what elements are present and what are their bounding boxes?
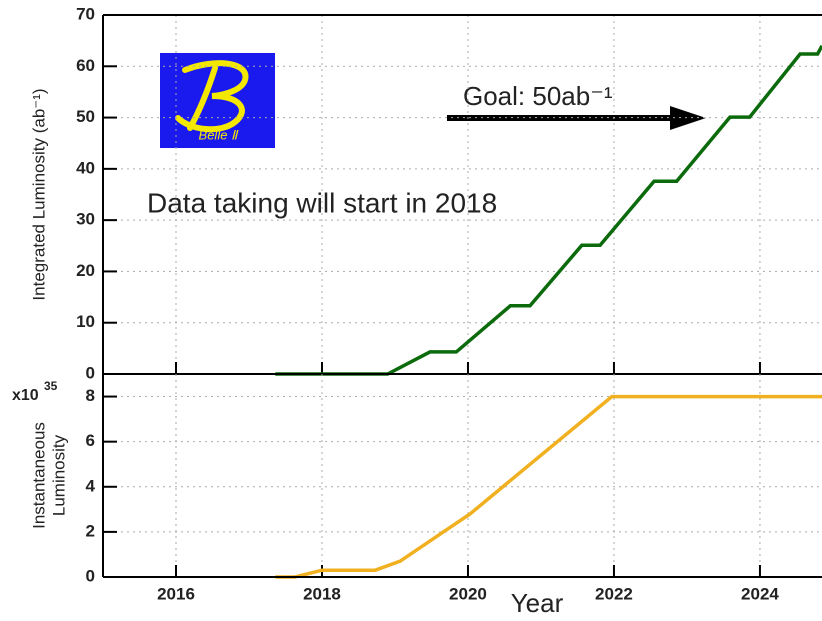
goal-annotation: Goal: 50ab⁻¹ xyxy=(463,81,613,111)
y-axis-label: Luminosity xyxy=(49,434,68,516)
y-tick-label: 0 xyxy=(86,566,95,585)
x-tick-label: 2022 xyxy=(595,584,633,603)
data-line xyxy=(275,394,822,579)
y-tick-label: 10 xyxy=(76,312,95,331)
data-line xyxy=(275,44,822,376)
x-axis-label: Year xyxy=(511,588,564,618)
y-tick-label: 50 xyxy=(76,107,95,126)
y-tick-label: 40 xyxy=(76,158,95,177)
y-tick-label: 60 xyxy=(76,56,95,75)
logo-text: Belle Ⅱ xyxy=(199,127,240,142)
y-tick-label: 4 xyxy=(86,476,96,495)
y-tick-label: 6 xyxy=(86,431,95,450)
y-multiplier: x10 xyxy=(12,387,39,404)
y-tick-label: 0 xyxy=(86,363,95,382)
x-tick-label: 2024 xyxy=(741,584,779,603)
y-multiplier-exponent: 35 xyxy=(44,379,58,393)
y-axis-label: Integrated Luminosity (ab⁻¹) xyxy=(29,88,48,300)
y-tick-label: 20 xyxy=(76,261,95,280)
x-tick-label: 2016 xyxy=(157,584,195,603)
goal-arrowhead xyxy=(670,106,706,130)
y-axis-label: Instantaneous xyxy=(29,422,48,529)
x-tick-label: 2020 xyxy=(449,584,487,603)
y-tick-label: 8 xyxy=(86,386,95,405)
y-tick-label: 70 xyxy=(76,4,95,23)
y-tick-label: 2 xyxy=(86,521,95,540)
x-tick-label: 2018 xyxy=(303,584,341,603)
y-tick-label: 30 xyxy=(76,210,95,229)
